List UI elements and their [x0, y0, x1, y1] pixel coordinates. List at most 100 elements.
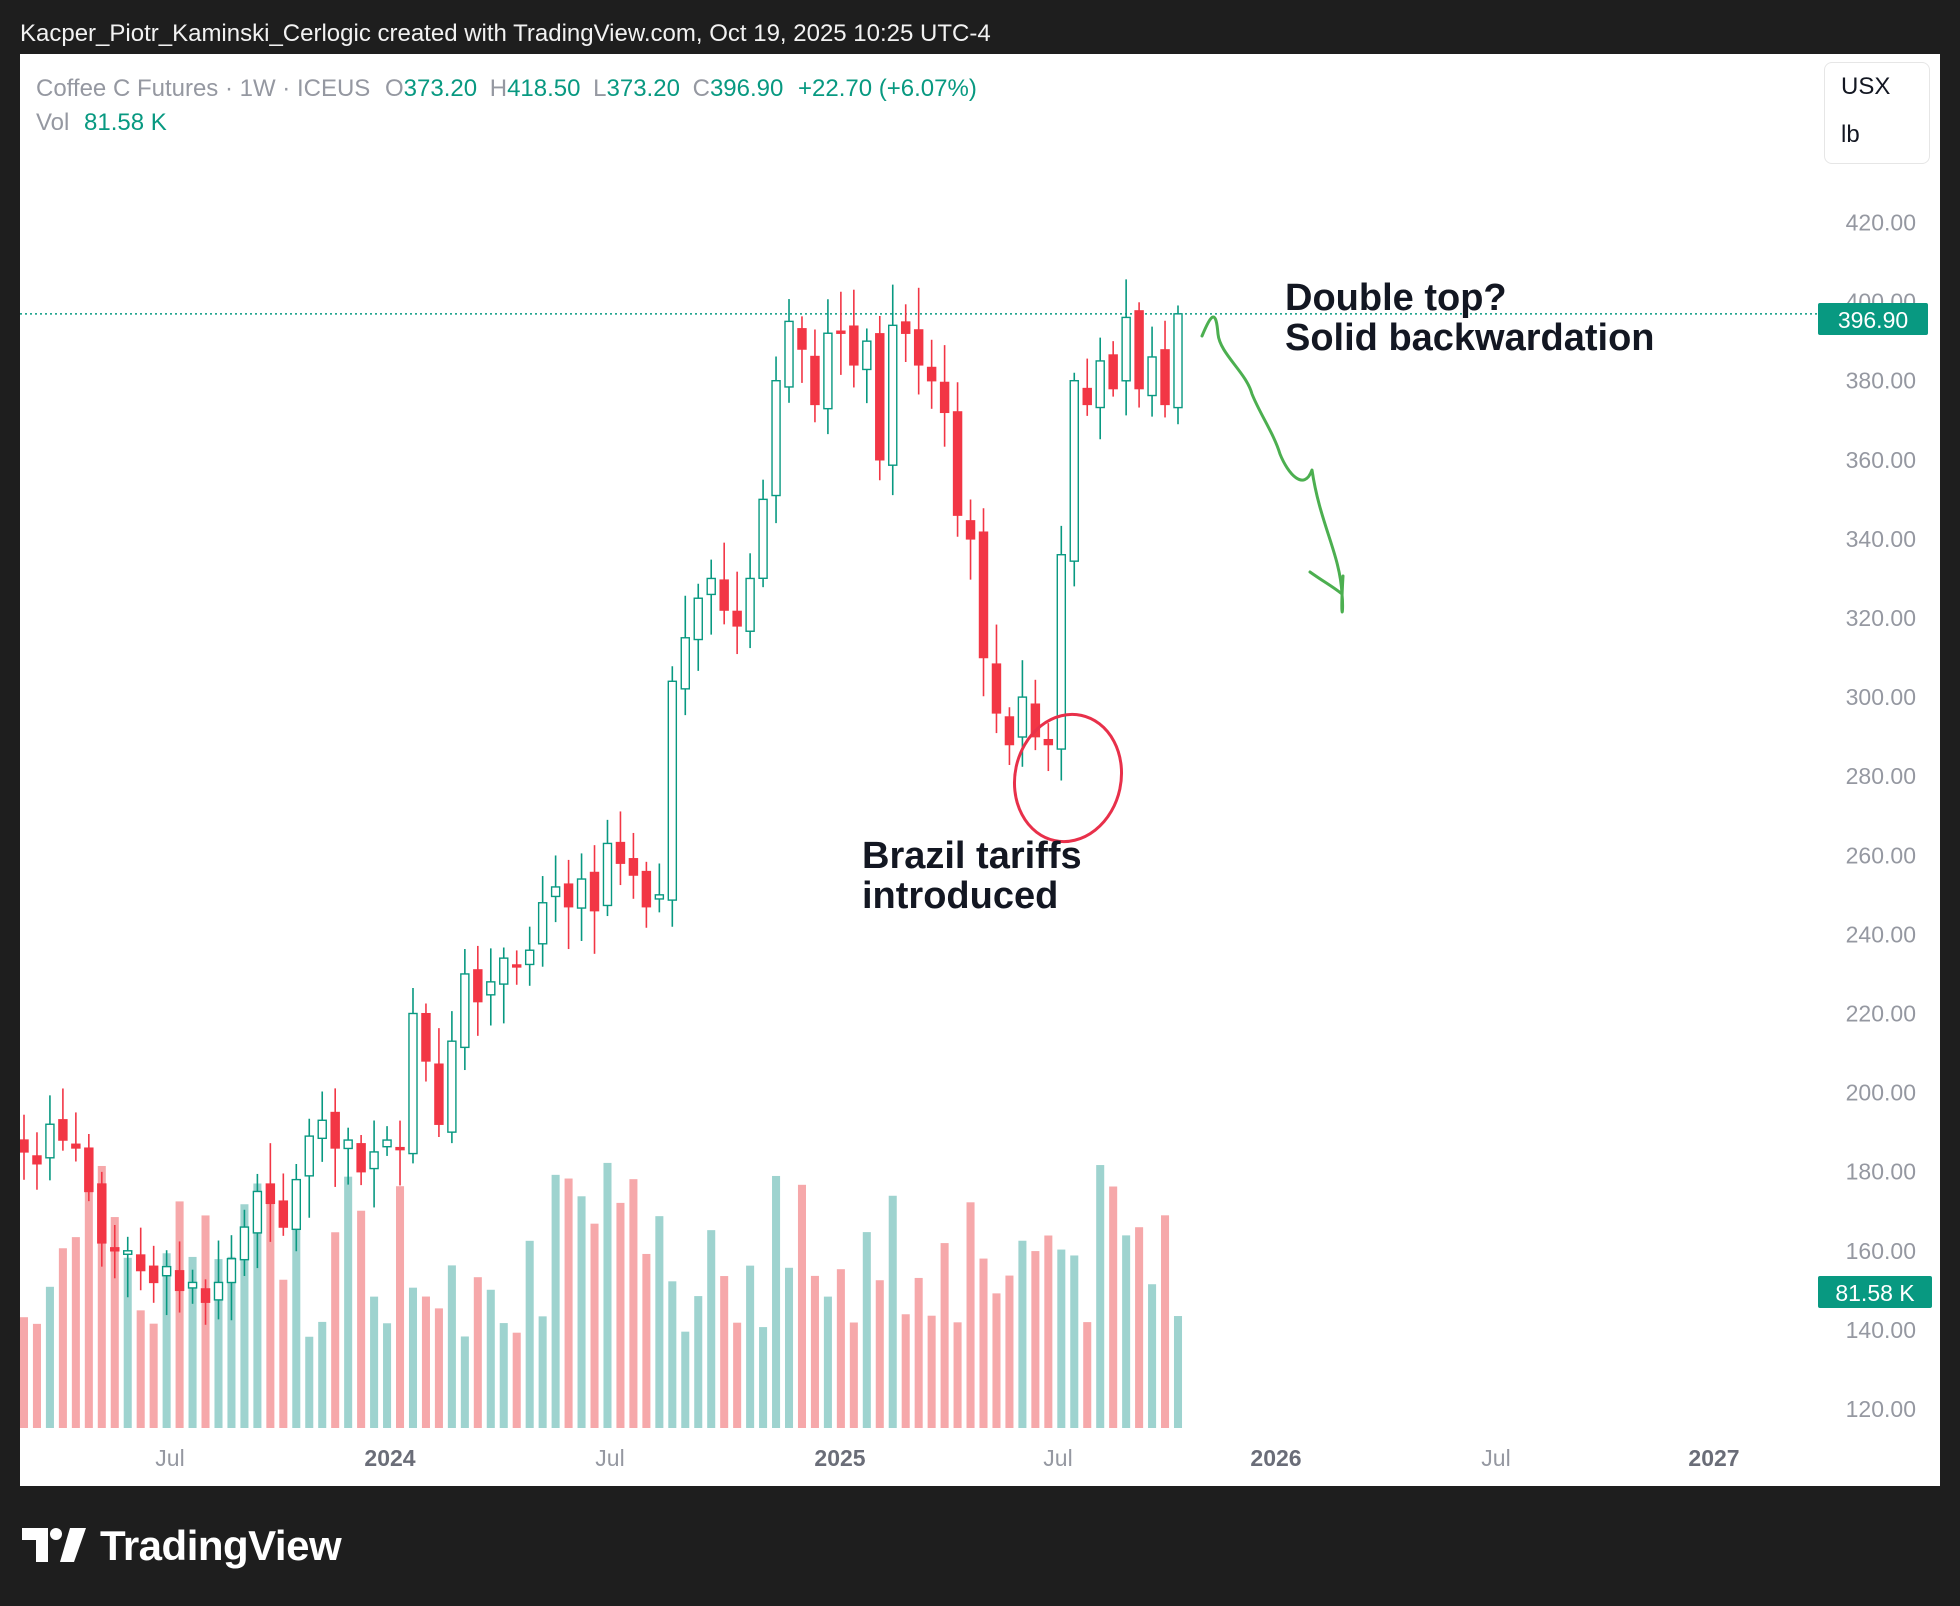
candle-body	[1095, 360, 1105, 409]
x-tick-label: 2026	[1250, 1445, 1301, 1471]
projection-arrow-annotation	[1200, 315, 1345, 614]
candle-body	[797, 328, 807, 350]
volume-bar	[823, 1296, 832, 1428]
y-tick-label: 260.00	[1846, 842, 1916, 868]
volume-bar	[966, 1202, 975, 1428]
y-tick-label: 160.00	[1846, 1238, 1916, 1264]
volume-bar	[1005, 1275, 1014, 1428]
candle-body	[20, 1139, 29, 1153]
high-value: 418.50	[507, 75, 581, 102]
chart-area[interactable]: 420.00 400.00 380.00 360.00 340.00 320.00 300.…	[20, 54, 1940, 1486]
candle-body	[382, 1139, 392, 1148]
y-tick-label: 120.00	[1846, 1396, 1916, 1422]
candle-body	[1030, 703, 1041, 738]
candle-body	[862, 340, 872, 371]
candle-body	[200, 1288, 211, 1303]
candle-body	[97, 1183, 107, 1244]
quantity-unit[interactable]: lb	[1841, 121, 1860, 148]
candle-body	[135, 1254, 146, 1272]
volume-bar	[797, 1184, 806, 1428]
volume-bar	[849, 1322, 858, 1428]
symbol-info[interactable]: Coffee C Futures · 1W · ICEUS	[36, 75, 371, 102]
candle-body	[1056, 554, 1067, 750]
candle-body	[317, 1119, 327, 1140]
last-price-label: 396.90	[1838, 307, 1908, 333]
candle-body	[421, 1012, 431, 1062]
candlestick-chart[interactable]: 420.00400.00380.00360.00340.00320.00300.…	[20, 54, 1940, 1486]
volume-bar	[123, 1257, 132, 1428]
volume-bar	[227, 1256, 236, 1428]
unit-selector[interactable]: USX lb	[1824, 62, 1930, 164]
candle-body	[978, 531, 989, 659]
price-candles	[20, 279, 1183, 1325]
candle-body	[148, 1265, 159, 1284]
volume-bar	[836, 1269, 845, 1428]
price-axis[interactable]: 420.00400.00380.00360.00340.00320.00300.…	[1846, 210, 1916, 1423]
candle-body	[434, 1063, 444, 1125]
y-tick-label: 220.00	[1846, 1001, 1916, 1027]
y-tick-label: 320.00	[1846, 605, 1916, 631]
volume-bar	[84, 1168, 93, 1428]
candle-body	[771, 380, 781, 497]
candle-body	[447, 1040, 457, 1133]
volume-bar	[1135, 1227, 1144, 1428]
volume-bar	[888, 1195, 897, 1428]
close-value: 396.90	[709, 75, 784, 102]
time-axis[interactable]: Jul 2024 Jul 2025 Jul 2026 Jul 2027	[155, 1445, 1739, 1471]
candle-body	[265, 1183, 276, 1205]
candle-body	[511, 964, 522, 968]
y-tick-label: 420.00	[1846, 210, 1916, 236]
x-tick-label: 2024	[364, 1445, 415, 1471]
x-tick-label: Jul	[1481, 1445, 1510, 1471]
volume-bar	[940, 1243, 949, 1428]
candle-body	[369, 1151, 379, 1170]
high-label: H	[489, 75, 508, 102]
candle-body	[602, 842, 613, 907]
candle-body	[304, 1135, 314, 1177]
volume-bar	[149, 1323, 158, 1428]
volume-bar	[240, 1204, 249, 1428]
volume-bar	[875, 1280, 884, 1428]
candle-body	[628, 858, 639, 876]
volume-bar	[720, 1276, 729, 1428]
volume-bar	[992, 1293, 1001, 1428]
candle-body	[991, 663, 1002, 714]
volume-bar	[629, 1179, 638, 1428]
candle-body	[213, 1281, 224, 1301]
volume-bar	[188, 1256, 197, 1428]
volume-bar	[1173, 1316, 1183, 1428]
volume-label: Vol	[36, 109, 70, 136]
volume-bar	[901, 1314, 910, 1428]
currency-unit[interactable]: USX	[1841, 73, 1891, 100]
volume-value: 81.58 K	[84, 109, 167, 136]
candle-body	[239, 1226, 250, 1261]
candle-body	[952, 411, 963, 516]
candle-body	[330, 1111, 340, 1149]
volume-bar	[32, 1323, 41, 1428]
candle-body	[356, 1143, 366, 1173]
candle-body	[1017, 696, 1028, 738]
volume-bar	[953, 1322, 962, 1428]
tradingview-logo[interactable]: TradingView	[22, 1518, 342, 1574]
volume-bar	[214, 1259, 223, 1428]
volume-bar	[538, 1316, 547, 1428]
volume-bar	[616, 1202, 625, 1428]
x-tick-label: Jul	[155, 1445, 184, 1471]
candle-body	[524, 949, 535, 966]
volume-bar	[694, 1296, 703, 1428]
volume-bar	[110, 1217, 119, 1428]
volume-bar	[1031, 1251, 1040, 1428]
close-label: C	[692, 75, 710, 102]
y-tick-label: 340.00	[1846, 526, 1916, 552]
volume-bar	[577, 1196, 586, 1428]
volume-bar	[175, 1201, 184, 1428]
candle-body	[875, 333, 885, 461]
volume-bar	[772, 1175, 781, 1428]
candle-body	[732, 610, 742, 627]
volume-bar	[590, 1223, 599, 1428]
volume-bar	[1109, 1186, 1118, 1428]
candle-body	[174, 1270, 185, 1292]
volume-bar	[927, 1315, 936, 1428]
double-top-annotation-line2: Solid backwardation	[1285, 317, 1655, 359]
open-label: O	[384, 75, 404, 102]
